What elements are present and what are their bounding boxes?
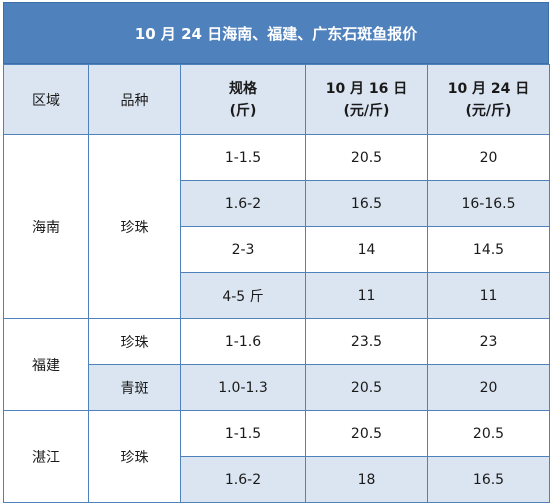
price-oct24-cell: 14.5 <box>427 226 550 273</box>
header-row: 区域 品种 规格 (斤) 10 月 16 日 (元/斤) 10 月 24 日 (元/斤… <box>3 64 550 135</box>
table-row: 青斑 1.0-1.3 20.5 20 <box>4 364 550 411</box>
price-oct16-cell: 11 <box>305 272 428 319</box>
price-oct24-cell: 20 <box>427 364 550 411</box>
table-row: 1.6-2 16.5 16-16.5 <box>4 180 550 227</box>
price-oct24-cell: 20 <box>427 134 550 181</box>
price-table-container: 10 月 24 日海南、福建、广东石斑鱼报价 区域 品种 规格 (斤) 10 月 … <box>3 2 550 503</box>
price-oct16-cell: 23.5 <box>305 318 428 365</box>
table-title: 10 月 24 日海南、福建、广东石斑鱼报价 <box>3 2 549 64</box>
table-row: 湛江 珍珠 1-1.5 20.5 20.5 <box>3 410 550 503</box>
header-price-oct24: 10 月 24 日 (元/斤) <box>427 64 550 135</box>
header-spec: 规格 (斤) <box>180 64 306 135</box>
variety-cell: 珍珠 <box>88 410 181 503</box>
variety-cell: 珍珠 <box>88 134 181 319</box>
header-region: 区域 <box>3 64 89 135</box>
region-cell: 福建 <box>3 318 89 411</box>
header-price-oct16-line1: 10 月 16 日 <box>325 80 408 97</box>
region-cell: 湛江 <box>3 410 89 503</box>
price-oct16-cell: 20.5 <box>305 410 428 457</box>
price-oct16-cell: 14 <box>305 226 428 273</box>
spec-cell: 1.6-2 <box>180 180 306 227</box>
table-row: 4-5 斤 11 11 <box>4 272 550 319</box>
spec-cell: 2-3 <box>180 226 306 273</box>
spec-cell: 1.6-2 <box>180 456 306 503</box>
price-oct16-cell: 20.5 <box>305 134 428 181</box>
price-table: 区域 品种 规格 (斤) 10 月 16 日 (元/斤) 10 月 24 日 (元/斤… <box>3 64 550 503</box>
region-cell: 海南 <box>3 134 89 319</box>
price-oct24-cell: 23 <box>427 318 550 365</box>
spec-cell: 1.0-1.3 <box>180 364 306 411</box>
spec-cell: 1-1.6 <box>180 318 306 365</box>
table-row: 海南 珍珠 1-1.5 20.5 20 <box>3 134 550 319</box>
table-row: 福建 珍珠 1-1.6 23.5 23 <box>3 318 550 411</box>
price-oct16-cell: 18 <box>305 456 428 503</box>
price-oct24-cell: 11 <box>427 272 550 319</box>
header-price-oct24-line1: 10 月 24 日 <box>447 80 530 97</box>
variety-cell: 珍珠 <box>88 318 181 365</box>
spec-cell: 4-5 斤 <box>180 272 306 319</box>
price-oct16-cell: 16.5 <box>305 180 428 227</box>
header-price-oct24-line2: (元/斤) <box>465 102 512 119</box>
price-oct24-cell: 16-16.5 <box>427 180 550 227</box>
header-variety: 品种 <box>88 64 181 135</box>
header-price-oct16-line2: (元/斤) <box>343 102 390 119</box>
price-oct16-cell: 20.5 <box>305 364 428 411</box>
header-spec-line1: 规格 <box>229 80 257 97</box>
price-oct24-cell: 16.5 <box>427 456 550 503</box>
header-spec-line2: (斤) <box>229 102 257 119</box>
table-row: 2-3 14 14.5 <box>4 226 550 273</box>
spec-cell: 1-1.5 <box>180 134 306 181</box>
variety-cell: 青斑 <box>88 364 181 411</box>
price-oct24-cell: 20.5 <box>427 410 550 457</box>
header-price-oct16: 10 月 16 日 (元/斤) <box>305 64 428 135</box>
spec-cell: 1-1.5 <box>180 410 306 457</box>
